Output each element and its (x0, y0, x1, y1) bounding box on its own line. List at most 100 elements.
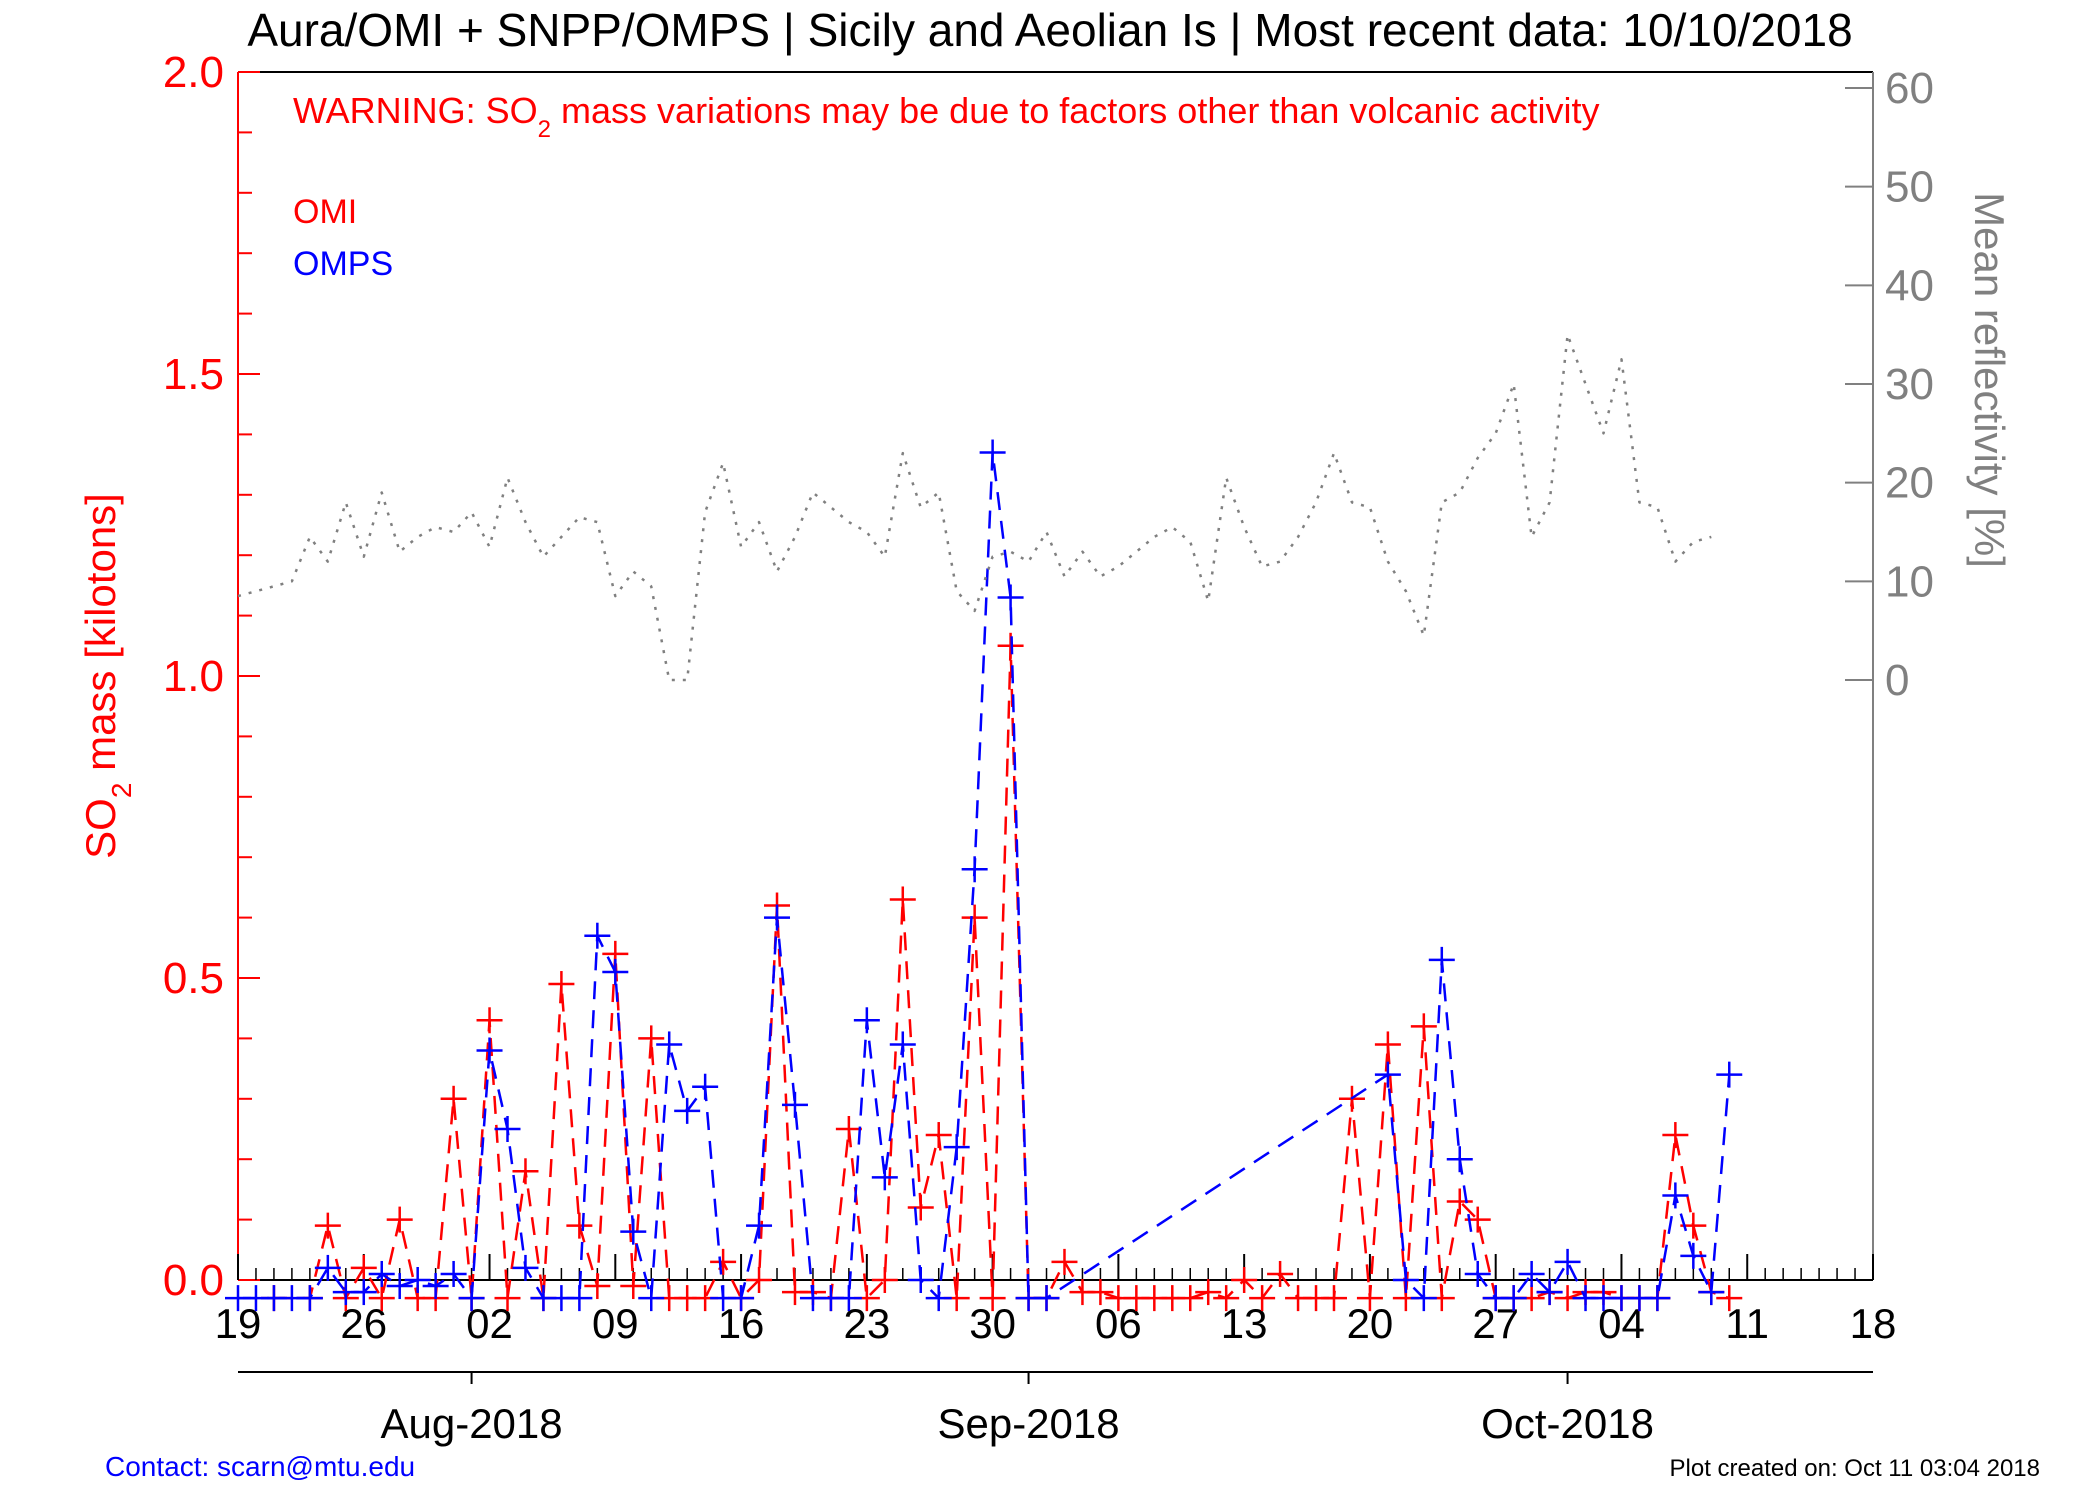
data-point-omps (350, 1279, 377, 1306)
data-point-omps (476, 1037, 503, 1064)
data-point-omps (1464, 1260, 1491, 1287)
data-point-omps (871, 1164, 898, 1191)
data-point-omi (1356, 1285, 1383, 1312)
data-point-omi (548, 971, 575, 998)
data-point-omi (907, 1194, 934, 1221)
data-point-omps (512, 1254, 539, 1281)
data-point-omps (961, 856, 988, 883)
data-point-omi (1249, 1285, 1276, 1312)
data-point-omps (422, 1273, 449, 1300)
series-line-omps (238, 451, 1731, 1300)
data-point-omps (853, 1007, 880, 1034)
right-tick-label: 50 (1885, 163, 1934, 212)
data-point-omi (512, 1158, 539, 1185)
x-tick-label: 26 (340, 1300, 387, 1347)
data-point-omps (656, 1031, 683, 1058)
data-point-omi (350, 1254, 377, 1281)
data-point-omps (440, 1260, 467, 1287)
data-point-omi (1716, 1285, 1743, 1312)
left-tick-label: 0.5 (163, 954, 224, 1003)
data-point-omps (1662, 1182, 1689, 1209)
legend-omi: OMI (293, 193, 357, 231)
data-point-omps (979, 439, 1006, 466)
data-point-omps (1374, 1061, 1401, 1088)
data-point-omi (1410, 1013, 1437, 1040)
x-tick-label: 13 (1221, 1300, 1268, 1347)
data-point-omi (620, 1273, 647, 1300)
data-point-omps (889, 1031, 916, 1058)
y-axis-right-label: Mean reflectivity [%] (1966, 192, 2013, 568)
right-tick-label: 0 (1885, 656, 1909, 705)
data-point-omi (710, 1248, 737, 1275)
data-point-omps (997, 584, 1024, 611)
data-point-omi (871, 1267, 898, 1293)
data-point-omps (566, 1285, 593, 1312)
right-tick-label: 40 (1885, 261, 1934, 310)
data-point-omps (781, 1091, 808, 1118)
data-point-omps (1536, 1279, 1563, 1306)
right-tick-label: 60 (1885, 64, 1934, 113)
data-point-omi (1213, 1285, 1240, 1312)
data-point-omi (1267, 1260, 1294, 1287)
data-point-omps (638, 1285, 665, 1312)
data-point-omps (943, 1134, 970, 1161)
contact-link[interactable]: Contact: scarn@mtu.edu (105, 1451, 415, 1482)
data-point-omi (584, 1273, 611, 1300)
left-tick-label: 2.0 (163, 48, 224, 97)
data-point-omi (1662, 1122, 1689, 1149)
data-point-omps (1410, 1285, 1437, 1312)
data-point-omi (925, 1122, 952, 1149)
data-point-omi (1374, 1031, 1401, 1058)
data-point-omps (386, 1273, 413, 1300)
data-point-omi (1231, 1267, 1258, 1293)
data-point-omps (1680, 1242, 1707, 1269)
x-tick-label: 11 (1725, 1300, 1769, 1347)
right-tick-label: 30 (1885, 360, 1934, 409)
data-point-omps (584, 922, 611, 949)
data-point-omi (638, 1025, 665, 1052)
data-point-omps (458, 1285, 485, 1312)
x-tick-label: 09 (592, 1300, 639, 1347)
data-point-omps (620, 1218, 647, 1245)
data-point-omps (835, 1285, 862, 1312)
data-point-omi (1195, 1279, 1222, 1306)
data-point-omps (494, 1116, 521, 1142)
data-point-omps (728, 1285, 755, 1312)
data-point-omps (1428, 946, 1455, 973)
data-point-omi (494, 1285, 521, 1312)
data-point-omi (566, 1212, 593, 1239)
warning-text: WARNING: SO2 mass variations may be due … (293, 90, 1600, 143)
data-point-omi (368, 1285, 395, 1312)
left-tick-label: 1.0 (163, 652, 224, 701)
data-point-omi (314, 1212, 341, 1239)
left-tick-label: 0.0 (163, 1256, 224, 1305)
series-line-omi (273, 644, 1730, 1300)
data-point-omi (1087, 1279, 1114, 1306)
chart-title: Aura/OMI + SNPP/OMPS | Sicily and Aeolia… (247, 4, 1852, 56)
data-point-omi (440, 1085, 467, 1112)
plot-frame (237, 71, 1874, 1373)
data-point-omps (1716, 1061, 1743, 1088)
data-point-omps (1033, 1285, 1060, 1312)
data-point-omi (889, 886, 916, 913)
month-axis: Aug-2018 Sep-2018 Oct-2018 (380, 1372, 1654, 1447)
data-point-omi (979, 1285, 1006, 1312)
x-tick-label: 18 (1850, 1300, 1897, 1347)
data-point-omi (1446, 1188, 1473, 1215)
data-point-omps (314, 1254, 341, 1281)
data-point-omps (1554, 1248, 1581, 1275)
series-layer (225, 333, 1743, 1312)
data-point-omps (602, 958, 629, 985)
data-point-omps (296, 1285, 323, 1312)
data-point-omi (961, 904, 988, 931)
data-point-omi (746, 1267, 773, 1293)
data-point-omps (1500, 1285, 1527, 1312)
data-point-omps (1644, 1285, 1671, 1312)
data-point-omi (1177, 1285, 1204, 1312)
data-point-omps (1392, 1267, 1419, 1293)
month-label: Sep-2018 (937, 1400, 1119, 1447)
x-tick-label: 02 (466, 1300, 513, 1347)
series-line-mean-reflectivity (237, 333, 1712, 682)
plot-created-text: Plot created on: Oct 11 03:04 2018 (1670, 1455, 2040, 1482)
